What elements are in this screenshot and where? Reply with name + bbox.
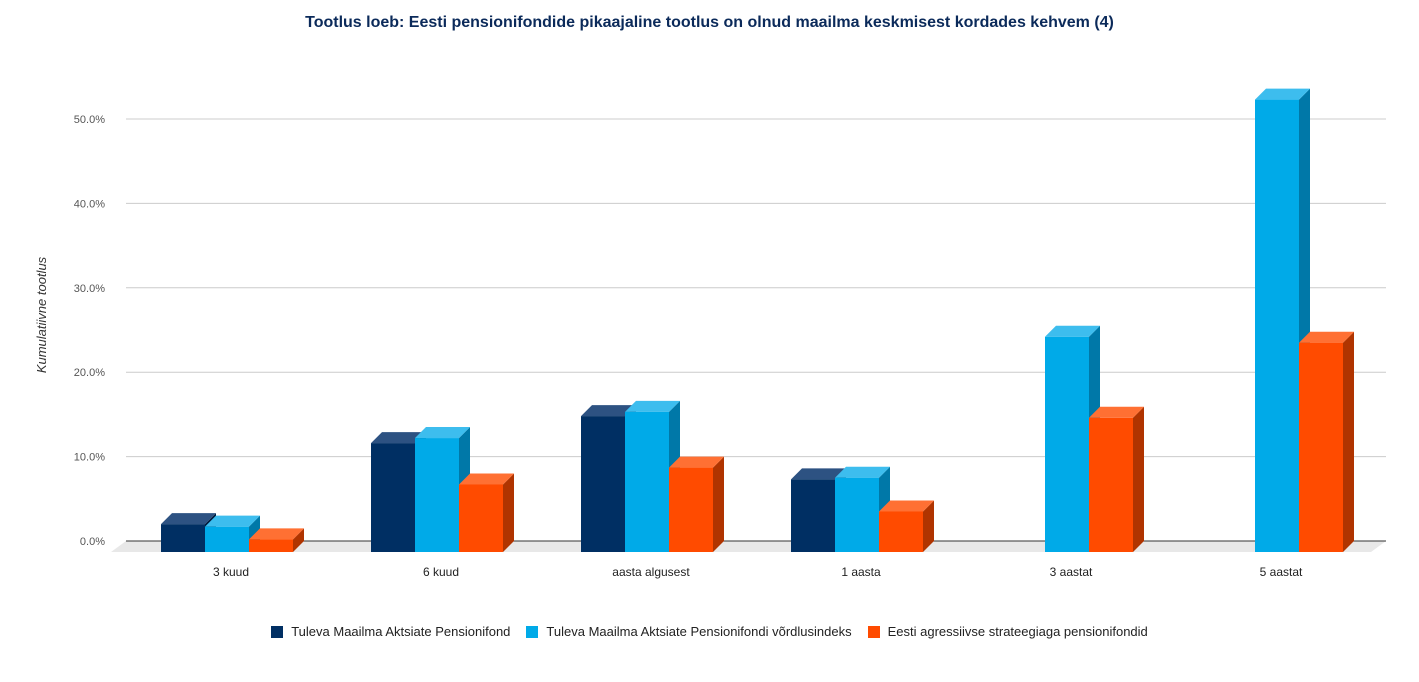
x-tick-label: aasta algusest [612,565,690,579]
bar-top [581,405,636,417]
bar-top [1299,331,1354,343]
bar-top [249,528,304,540]
legend: Tuleva Maailma Aktsiate Pensionifond Tule… [0,624,1419,639]
y-tick-label: 50.0% [74,114,105,126]
bar-top [835,466,890,478]
bar [669,467,713,552]
x-tick-label: 5 aastat [1260,565,1303,579]
bar-top [625,400,680,412]
bar-top [459,473,514,485]
legend-item: Tuleva Maailma Aktsiate Pensionifond [271,624,510,639]
bar-side [1343,331,1354,552]
x-tick-label: 1 aasta [841,565,881,579]
x-tick-label: 3 aastat [1050,565,1093,579]
bar-top [205,515,260,527]
bar [459,484,503,552]
legend-swatch [271,625,284,638]
bar-side [293,528,304,552]
bar-side [503,473,514,552]
bar [205,526,249,552]
legend-item: Eesti agressiivse strateegiaga pensionif… [867,624,1148,639]
x-tick-label: 6 kuud [423,565,459,579]
bar [161,524,205,552]
legend-swatch [867,625,880,638]
legend-label: Eesti agressiivse strateegiaga pensionif… [887,624,1148,639]
y-tick-label: 10.0% [74,452,105,464]
y-tick-label: 30.0% [74,283,105,295]
x-tick-label: 3 kuud [213,565,249,579]
bar [1255,99,1299,552]
bar-side [1133,406,1144,552]
y-tick-label: 0.0% [80,536,105,548]
bar [1045,336,1089,552]
y-axis-label: Kumulatiivne tootlus [34,256,49,373]
bar [879,511,923,552]
bar [791,479,835,552]
bar-top [1045,325,1100,337]
bar [371,443,415,552]
legend-label: Tuleva Maailma Aktsiate Pensionifond [291,624,511,639]
bar-top [415,427,470,439]
legend-label: Tuleva Maailma Aktsiate Pensionifondi võ… [546,624,852,639]
y-tick-label: 40.0% [74,198,105,210]
y-tick-label: 20.0% [74,367,105,379]
bar [1089,417,1133,552]
bar [625,411,669,552]
bar-side [713,456,724,552]
legend-swatch [526,625,539,638]
bar-top [1255,88,1310,100]
bar [1299,342,1343,552]
bar-top [791,468,846,480]
bar-side [923,500,934,552]
bar-top [371,432,426,444]
bar-top [1089,406,1144,418]
bar-top [161,513,216,525]
bar [249,539,293,552]
legend-item: Tuleva Maailma Aktsiate Pensionifondi võ… [526,624,852,639]
chart-title: Tootlus loeb: Eesti pensionifondide pika… [305,14,1114,31]
bar-top [669,456,724,468]
bar-top [879,500,934,512]
bar [835,477,879,552]
bar [415,438,459,552]
bar [581,416,625,552]
